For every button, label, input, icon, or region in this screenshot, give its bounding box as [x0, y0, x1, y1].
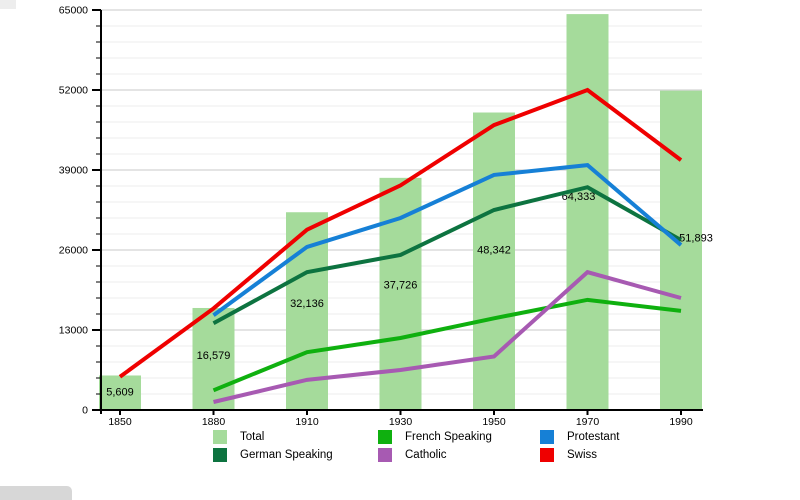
bar-label-1850: 5,609 [106, 386, 134, 398]
x-tick-label-1880: 1880 [202, 416, 226, 428]
legend-item-german-speaking: German Speaking [213, 447, 378, 462]
legend-label-total: Total [240, 430, 265, 443]
bar-label-1970: 64,333 [562, 191, 596, 203]
x-axis-ticks: 1850 1880 1910 1930 1950 1970 1990 [108, 410, 693, 428]
line-swiss [118, 87, 683, 379]
screen-artifact-bottom-left [0, 486, 72, 500]
line-protestant [212, 162, 683, 317]
bar-label-1990: 51,893 [679, 233, 713, 245]
y-axis-ticks: 0 13000 26000 39000 52000 65000 [59, 5, 101, 417]
legend-swatch-catholic [378, 447, 392, 462]
line-series [118, 87, 683, 404]
x-tick-label-1850: 1850 [108, 416, 132, 428]
x-tick-label-1930: 1930 [389, 416, 413, 428]
x-tick-label-1950: 1950 [482, 416, 506, 428]
total-bars [99, 14, 702, 411]
axes [95, 10, 703, 414]
legend-swatch-french-speaking [378, 429, 392, 444]
y-tick-label: 65000 [59, 5, 88, 17]
legend-swatch-protestant [540, 429, 554, 444]
legend-swatch-german-speaking [213, 447, 227, 462]
bar-1990 [660, 90, 702, 411]
legend-label-protestant: Protestant [567, 430, 620, 443]
legend-item-total: Total [213, 429, 378, 444]
line-french-speaking [212, 297, 682, 393]
legend-label-german-speaking: German Speaking [240, 448, 333, 461]
y-tick-label: 13000 [59, 325, 88, 337]
legend-swatch-swiss [540, 447, 554, 462]
legend-label-french-speaking: French Speaking [405, 430, 492, 443]
y-tick-label: 0 [82, 405, 88, 417]
screen-artifact-top-left [0, 0, 16, 9]
bar-1970 [566, 14, 609, 411]
x-tick-label-1970: 1970 [576, 416, 600, 428]
bar-1850 [99, 375, 141, 410]
x-tick-label-1910: 1910 [295, 416, 319, 428]
legend-label-swiss: Swiss [567, 448, 598, 461]
legend-item-french-speaking: French Speaking [378, 429, 540, 444]
bar-value-labels: 5,609 16,579 32,136 37,726 48,342 64,333 51,89… [106, 191, 713, 398]
legend-label-catholic: Catholic [405, 448, 447, 461]
legend-item-protestant: Protestant [540, 429, 619, 444]
bar-1880 [192, 307, 235, 410]
line-catholic [213, 269, 682, 404]
legend-item-swiss: Swiss [540, 447, 619, 462]
legend-item-catholic: Catholic [378, 447, 540, 462]
line-german-speaking [212, 185, 682, 325]
chart-legend: Total French Speaking Protestant German … [213, 429, 619, 462]
y-tick-label: 39000 [59, 165, 88, 177]
y-tick-label: 26000 [59, 245, 88, 257]
bar-label-1880: 16,579 [197, 350, 231, 362]
bar-label-1930: 37,726 [384, 280, 418, 292]
x-tick-label-1990: 1990 [669, 416, 693, 428]
y-tick-label: 52000 [59, 85, 88, 97]
legend-swatch-total [213, 429, 227, 444]
bar-1950 [473, 112, 515, 410]
bar-label-1950: 48,342 [477, 244, 511, 256]
bar-label-1910: 32,136 [290, 298, 324, 310]
